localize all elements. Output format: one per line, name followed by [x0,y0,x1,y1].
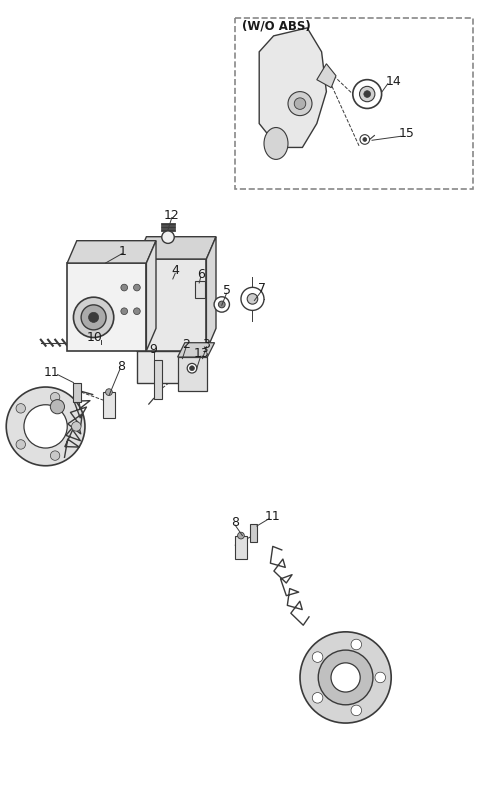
Circle shape [81,305,106,330]
Text: 12: 12 [164,209,180,222]
Circle shape [121,285,128,291]
Polygon shape [178,343,215,357]
Circle shape [16,403,25,413]
Bar [235,536,247,559]
Polygon shape [317,64,336,88]
Polygon shape [146,241,156,351]
Text: 14: 14 [386,75,401,88]
Circle shape [294,98,306,109]
Circle shape [312,693,323,703]
Circle shape [360,86,375,102]
Circle shape [331,663,360,692]
Circle shape [351,705,361,716]
Circle shape [375,672,385,683]
Circle shape [214,296,229,312]
Circle shape [50,392,60,402]
Text: 11: 11 [265,510,280,523]
Circle shape [300,632,391,723]
Circle shape [6,387,85,465]
Circle shape [351,639,361,650]
Polygon shape [206,237,216,351]
Circle shape [247,293,258,304]
Polygon shape [67,241,156,263]
Circle shape [360,135,370,144]
Circle shape [133,285,140,291]
Text: 2: 2 [182,338,190,351]
Bar [195,281,205,298]
Text: 9: 9 [150,343,157,355]
Text: 15: 15 [399,128,415,140]
Circle shape [190,366,194,371]
Circle shape [73,297,114,337]
Circle shape [133,308,140,315]
Circle shape [72,422,81,431]
Circle shape [121,308,128,315]
Circle shape [187,363,197,373]
Text: 7: 7 [258,282,265,295]
Polygon shape [137,351,206,383]
Text: 8: 8 [117,360,125,373]
Circle shape [24,405,67,448]
Circle shape [288,92,312,116]
Text: 10: 10 [87,332,103,344]
Circle shape [363,138,367,141]
Bar [67,263,146,351]
Bar [73,383,81,402]
Bar [250,524,257,542]
Bar [103,392,115,418]
Circle shape [218,301,225,308]
Text: (W/O ABS): (W/O ABS) [242,20,311,33]
Circle shape [162,231,174,243]
Circle shape [241,288,264,310]
Circle shape [318,650,373,705]
Text: 13: 13 [194,347,209,360]
Ellipse shape [264,128,288,159]
Circle shape [353,80,382,108]
Text: 11: 11 [44,366,60,379]
Text: 1: 1 [119,245,126,257]
Text: 5: 5 [223,285,230,297]
Circle shape [364,91,371,97]
Circle shape [50,451,60,461]
Circle shape [312,652,323,662]
Text: 3: 3 [203,338,210,351]
Circle shape [88,312,99,323]
Circle shape [238,532,244,539]
Circle shape [50,399,64,414]
Polygon shape [259,28,326,147]
Bar [178,357,207,391]
Circle shape [106,389,112,395]
Bar [154,360,162,398]
Text: 4: 4 [171,265,179,277]
Text: 6: 6 [197,269,204,281]
Bar [137,259,206,351]
Circle shape [16,440,25,450]
Polygon shape [137,237,216,259]
Text: 8: 8 [231,516,239,529]
